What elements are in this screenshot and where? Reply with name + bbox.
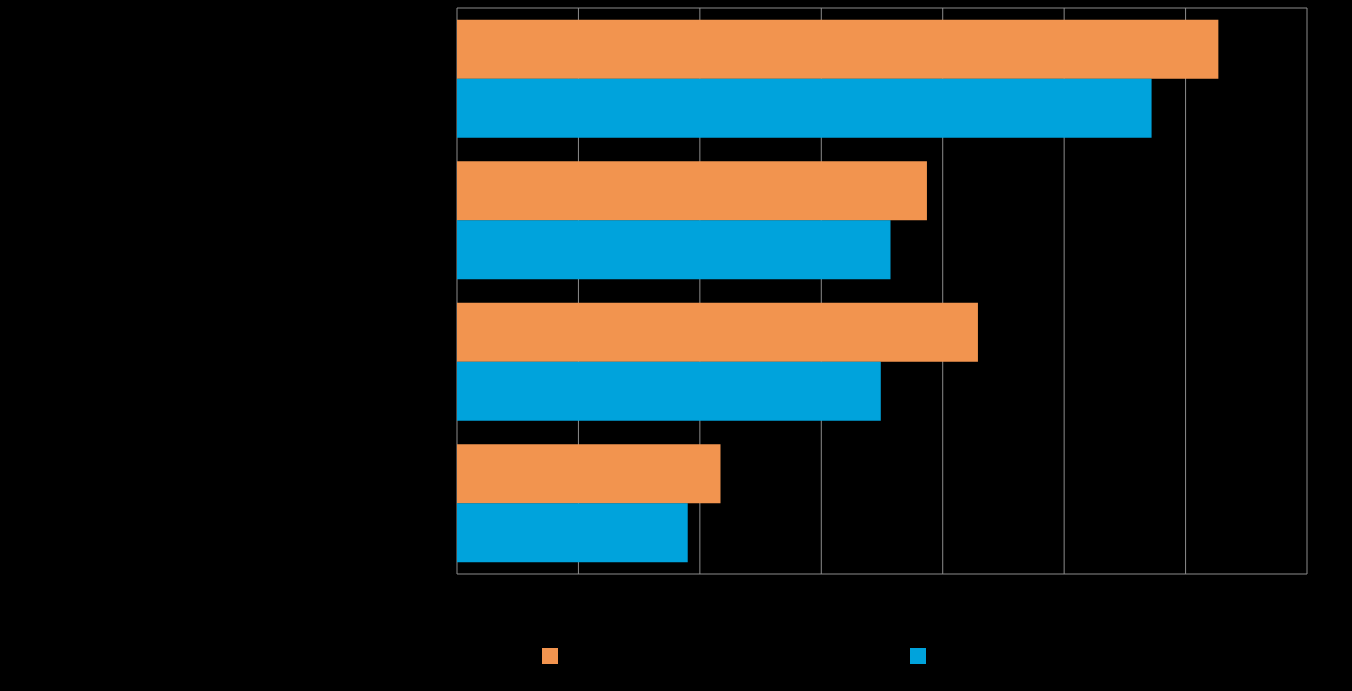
bar	[457, 19, 1219, 79]
bar	[457, 302, 978, 362]
bar	[457, 220, 891, 280]
bar	[457, 161, 927, 221]
bar	[457, 78, 1152, 138]
bar	[457, 361, 881, 421]
legend-swatch	[542, 648, 558, 664]
bar	[457, 503, 688, 563]
legend-swatch	[910, 648, 926, 664]
bar	[457, 444, 721, 504]
